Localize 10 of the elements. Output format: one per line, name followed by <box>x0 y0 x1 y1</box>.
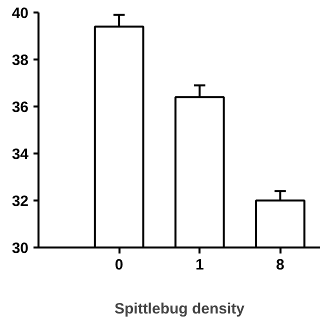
x-axis-title: Spittlebug density <box>114 300 246 318</box>
x-tick-label: 8 <box>276 256 284 274</box>
y-tick-label: 38 <box>12 52 29 69</box>
y-tick-label: 32 <box>12 193 29 210</box>
y-tick-label: 30 <box>12 240 29 257</box>
y-tick-label: 36 <box>12 99 29 116</box>
x-tick-label: 1 <box>195 256 204 274</box>
y-tick-label: 40 <box>12 5 29 22</box>
x-tick-label: 0 <box>114 256 124 274</box>
y-tick-label: 34 <box>12 146 30 163</box>
